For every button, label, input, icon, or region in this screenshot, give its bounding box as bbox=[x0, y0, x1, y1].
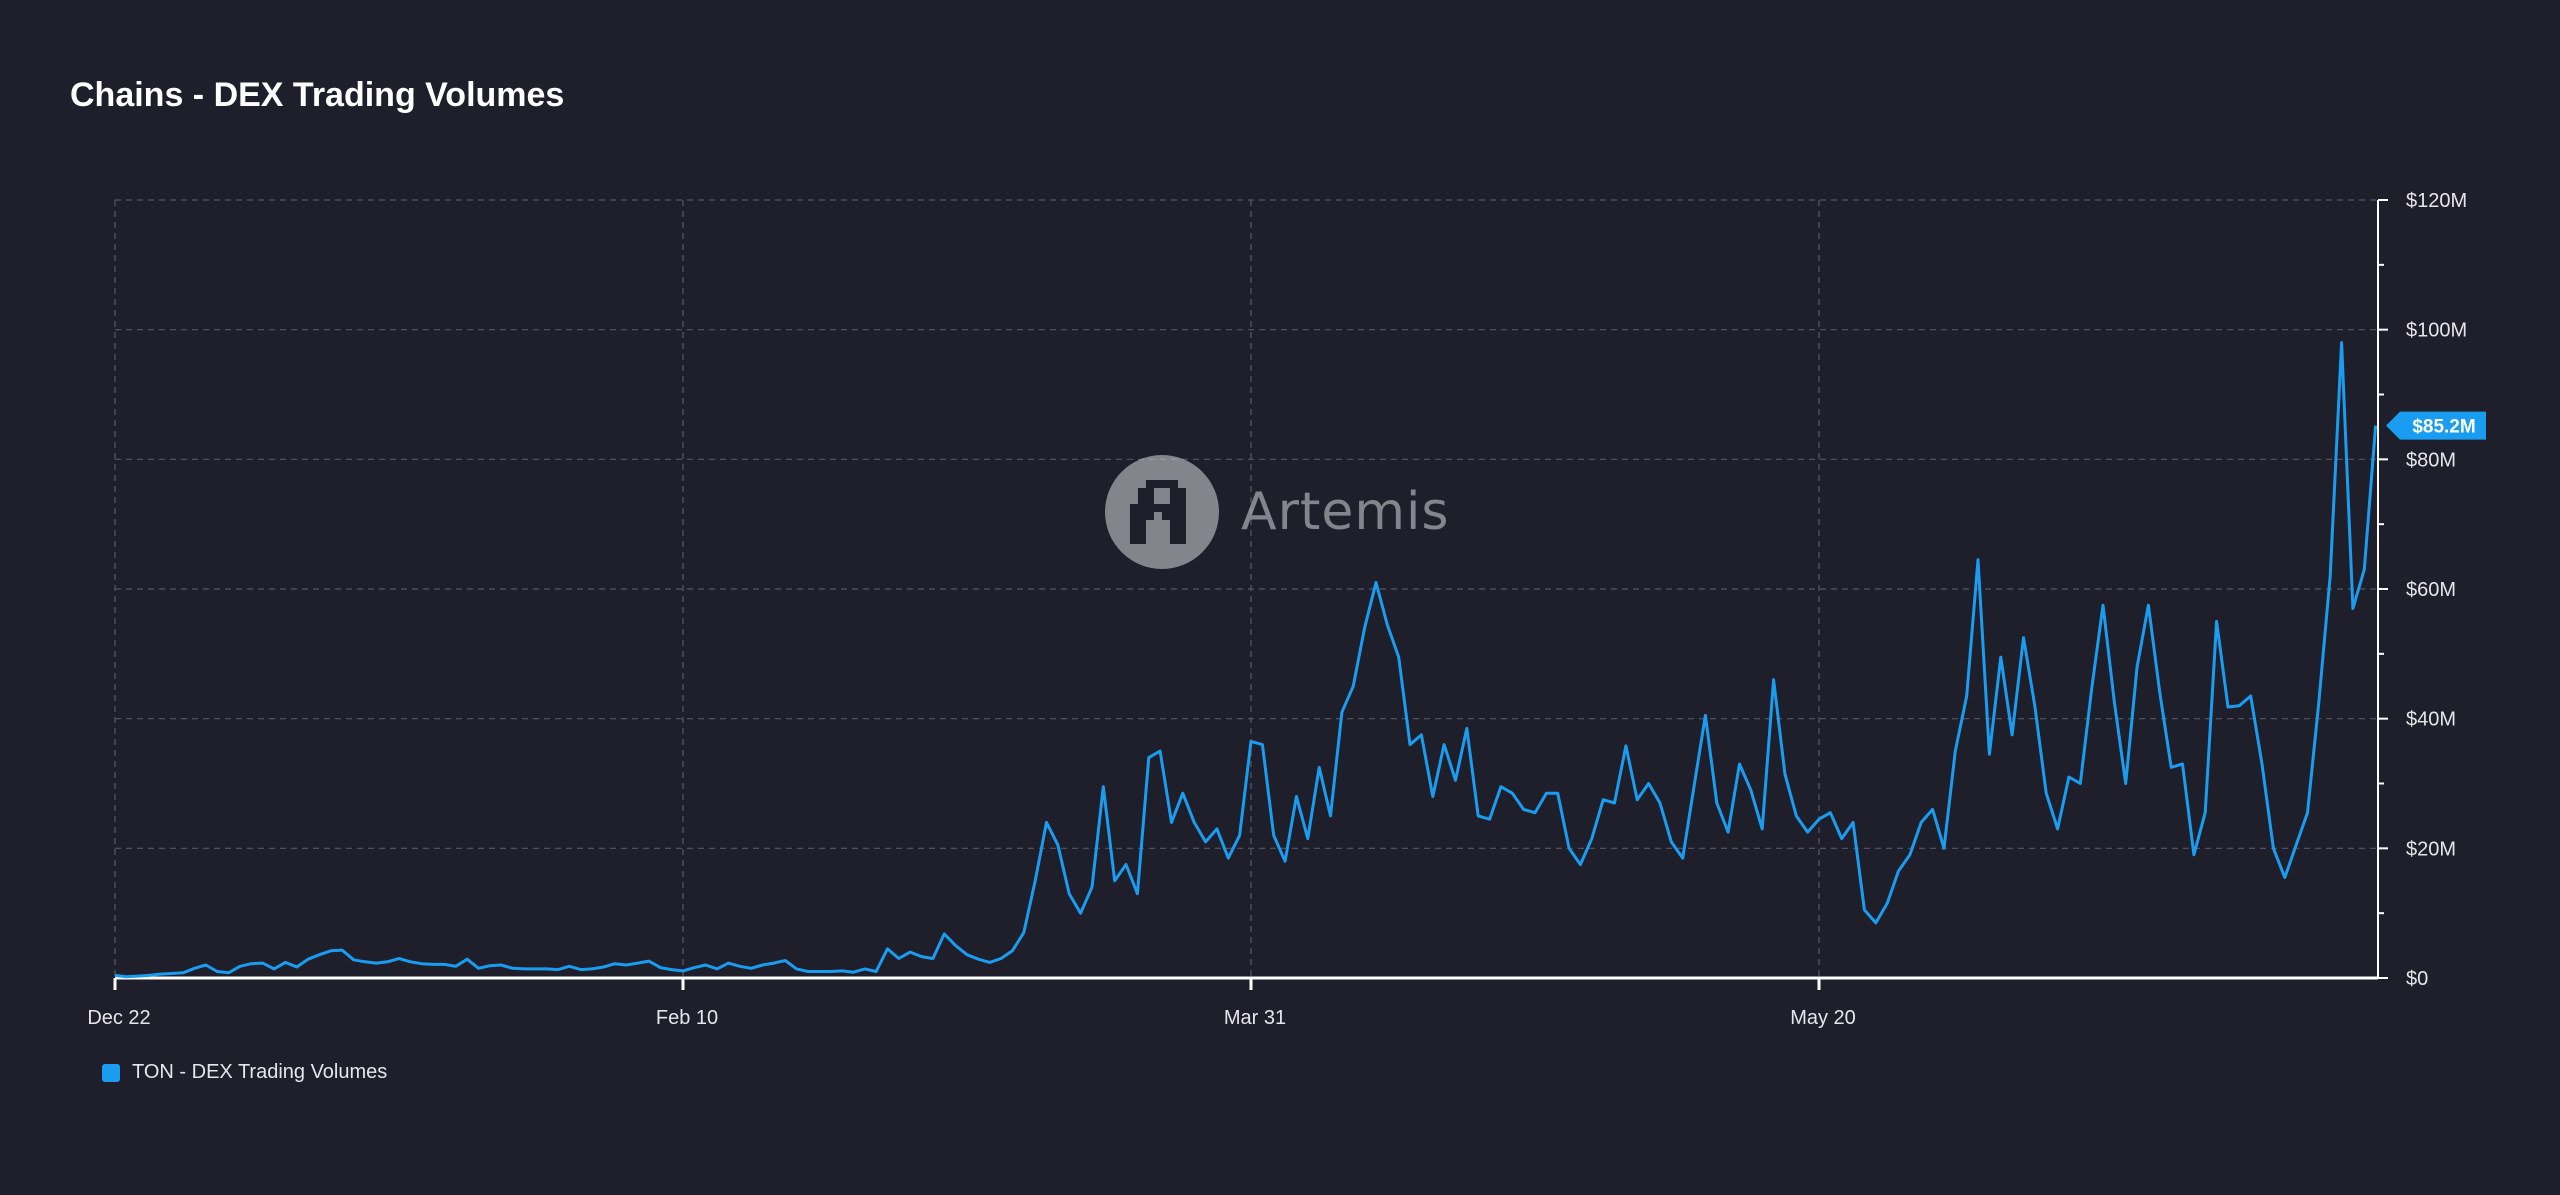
x-tick-label: Dec 22 bbox=[87, 1007, 150, 1029]
axis-layer bbox=[113, 199, 2388, 990]
x-tick-label: Feb 10 bbox=[656, 1007, 718, 1029]
y-tick-label: $40M bbox=[2406, 709, 2456, 731]
series-line bbox=[114, 341, 2378, 979]
legend-label: TON - DEX Trading Volumes bbox=[132, 1061, 388, 1083]
last-value-label: $85.2M bbox=[2412, 417, 2475, 438]
y-tick-label: $100M bbox=[2406, 320, 2467, 342]
last-value-badge bbox=[2386, 411, 2486, 440]
y-tick-label: $80M bbox=[2406, 449, 2456, 471]
artemis-logo-icon bbox=[1105, 455, 1219, 569]
watermark-text: Artemis bbox=[1241, 482, 1450, 542]
legend[interactable]: TON - DEX Trading Volumes bbox=[102, 1061, 387, 1084]
x-tick-label: Mar 31 bbox=[1224, 1007, 1286, 1029]
y-tick-label: $20M bbox=[2406, 838, 2456, 860]
label-layer: $0 $20M $40M $60M $80M $100M $120M Dec 22 Feb 10… bbox=[87, 190, 2486, 1029]
y-tick-label: $120M bbox=[2406, 190, 2467, 212]
chart-title: Chains - DEX Trading Volumes bbox=[70, 76, 565, 114]
x-tick-label: May 20 bbox=[1790, 1007, 1856, 1029]
legend-swatch bbox=[102, 1063, 120, 1082]
y-tick-label: $0 bbox=[2406, 968, 2428, 990]
watermark: Artemis bbox=[1105, 455, 1450, 569]
series-layer bbox=[114, 341, 2378, 979]
grid-layer bbox=[114, 199, 2378, 978]
y-tick-label: $60M bbox=[2406, 579, 2456, 601]
